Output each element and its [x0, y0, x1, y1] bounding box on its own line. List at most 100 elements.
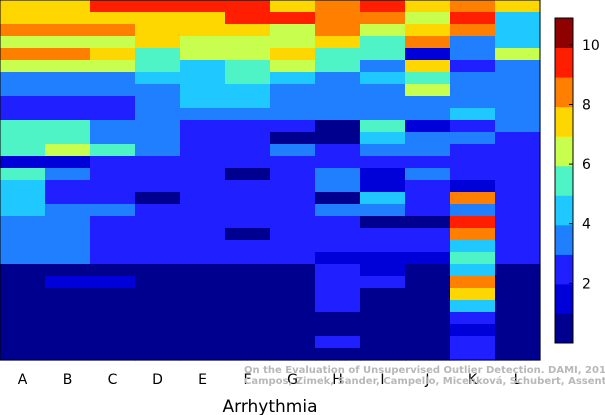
heatmap-cell [405, 228, 451, 241]
colorbar-tick-label: 8 [582, 98, 591, 114]
heatmap-cell [135, 192, 181, 205]
heatmap-cell [450, 96, 496, 109]
heatmap-cell [135, 108, 181, 121]
heatmap-cell [45, 312, 91, 325]
heatmap-cell [315, 48, 361, 61]
heatmap-cell [45, 156, 91, 169]
heatmap-cell [90, 312, 136, 325]
heatmap-cell [450, 108, 496, 121]
colorbar-segment [555, 47, 573, 78]
heatmap-cell [405, 72, 451, 85]
heatmap-cell [225, 348, 271, 361]
heatmap-cell [45, 12, 91, 25]
heatmap-cell [180, 144, 226, 157]
heatmap-cell [90, 180, 136, 193]
heatmap-cell [90, 144, 136, 157]
heatmap-cell [45, 336, 91, 349]
heatmap-cell [0, 24, 46, 37]
heatmap-cell [405, 324, 451, 337]
heatmap-cell [450, 264, 496, 277]
heatmap-cell [180, 0, 226, 13]
heatmap-cell [0, 324, 46, 337]
heatmap-cell [405, 192, 451, 205]
heatmap-cell [450, 312, 496, 325]
heatmap-cell [45, 264, 91, 277]
heatmap-cell [270, 192, 316, 205]
heatmap-cell [225, 156, 271, 169]
heatmap-cell [405, 144, 451, 157]
watermark-line-2: Campos, Zimek, Sander, Campello, Micenko… [244, 375, 605, 387]
heatmap-cell [495, 252, 541, 265]
heatmap-cell [90, 132, 136, 145]
heatmap-cell [225, 300, 271, 313]
x-axis-ticks: A B C D E F G H I J K L [18, 372, 522, 388]
heatmap-cell [450, 84, 496, 97]
heatmap-cell [270, 120, 316, 133]
heatmap-cell [315, 132, 361, 145]
heatmap-cell [315, 216, 361, 229]
x-tick-label: F [243, 372, 251, 388]
heatmap-cell [0, 276, 46, 289]
heatmap-cell [90, 60, 136, 73]
heatmap-cell [270, 300, 316, 313]
heatmap-cell [45, 216, 91, 229]
heatmap-cell [135, 348, 181, 361]
heatmap-cell [180, 132, 226, 145]
heatmap-cell [270, 60, 316, 73]
heatmap-cell [90, 192, 136, 205]
heatmap-cell [90, 0, 136, 13]
heatmap-cell [135, 168, 181, 181]
heatmap-cell [405, 252, 451, 265]
heatmap-cell [450, 228, 496, 241]
heatmap-cell [180, 120, 226, 133]
x-tick-label: H [332, 372, 343, 388]
heatmap-cell [0, 12, 46, 25]
heatmap-cell [135, 312, 181, 325]
heatmap-cell [180, 312, 226, 325]
heatmap-cell [495, 96, 541, 109]
heatmap-cell [360, 216, 406, 229]
heatmap-cell [360, 300, 406, 313]
heatmap-cell [405, 216, 451, 229]
heatmap-cell [270, 348, 316, 361]
heatmap-cell [495, 48, 541, 61]
heatmap-cell [495, 336, 541, 349]
heatmap-cell [450, 48, 496, 61]
heatmap-cell [270, 180, 316, 193]
heatmap-cell [360, 168, 406, 181]
heatmap-cell [270, 0, 316, 13]
heatmap-cell [225, 216, 271, 229]
heatmap-cell [270, 24, 316, 37]
heatmap-cell [45, 108, 91, 121]
heatmap-cell [0, 132, 46, 145]
colorbar-segment [555, 254, 573, 285]
heatmap-cell [450, 72, 496, 85]
heatmap-cell [315, 204, 361, 217]
heatmap-cell [405, 276, 451, 289]
heatmap-cell [450, 180, 496, 193]
heatmap-cell [180, 336, 226, 349]
heatmap-cell [135, 120, 181, 133]
heatmap-cell [45, 324, 91, 337]
heatmap-cell [180, 300, 226, 313]
heatmap-cell [90, 72, 136, 85]
heatmap-cell [360, 348, 406, 361]
heatmap-cell [0, 204, 46, 217]
heatmap-cell [405, 132, 451, 145]
heatmap-cell [135, 24, 181, 37]
heatmap-cell [270, 228, 316, 241]
heatmap-cell [135, 252, 181, 265]
heatmap-cell [0, 336, 46, 349]
heatmap-cell [135, 84, 181, 97]
heatmap-cell [0, 120, 46, 133]
heatmap-cell [360, 84, 406, 97]
heatmap-cell [495, 120, 541, 133]
heatmap-cell [180, 12, 226, 25]
heatmap-cell [0, 192, 46, 205]
heatmap-cell [360, 48, 406, 61]
heatmap-cell [270, 144, 316, 157]
heatmap-cell [270, 12, 316, 25]
x-axis-title: Arrhythmia [223, 397, 318, 415]
heatmap-cell [360, 144, 406, 157]
heatmap-cell [405, 48, 451, 61]
